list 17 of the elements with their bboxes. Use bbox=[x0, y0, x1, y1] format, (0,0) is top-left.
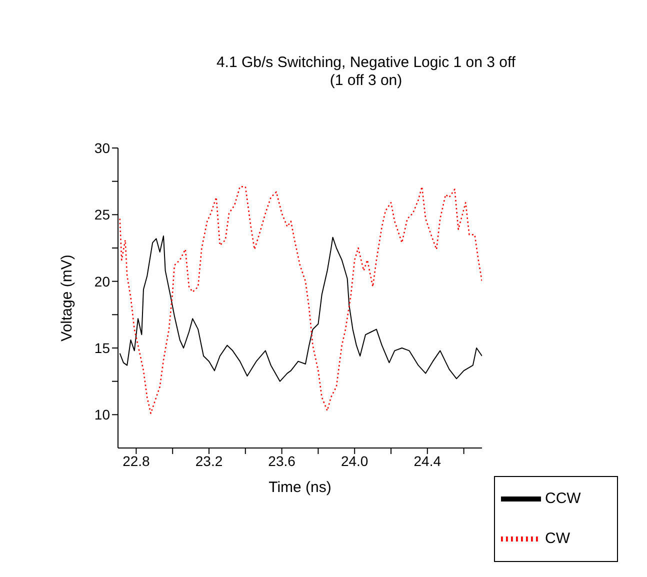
x-tick-label: 23.6 bbox=[268, 452, 296, 469]
x-tick-label: 24.0 bbox=[340, 452, 368, 469]
y-tick-label: 10 bbox=[94, 406, 110, 423]
chart-title: 4.1 Gb/s Switching, Negative Logic 1 on 3 off bbox=[215, 54, 517, 72]
y-tick-label: 30 bbox=[94, 140, 110, 156]
legend-label: CW bbox=[545, 530, 570, 548]
y-axis-title: Voltage (mV) bbox=[58, 254, 76, 342]
line-series bbox=[119, 186, 482, 414]
x-tick-label: 22.8 bbox=[122, 452, 150, 469]
x-tick-label: 24.4 bbox=[414, 452, 442, 469]
chart-subtitle: (1 off 3 on) bbox=[328, 72, 404, 90]
y-tick-label: 15 bbox=[94, 340, 110, 356]
x-tick-label: 23.2 bbox=[195, 452, 223, 469]
x-axis-title: Time (ns) bbox=[268, 479, 332, 496]
y-tick-label: 20 bbox=[94, 273, 110, 290]
legend-label: CCW bbox=[545, 490, 581, 508]
y-tick-label: 25 bbox=[94, 206, 110, 223]
